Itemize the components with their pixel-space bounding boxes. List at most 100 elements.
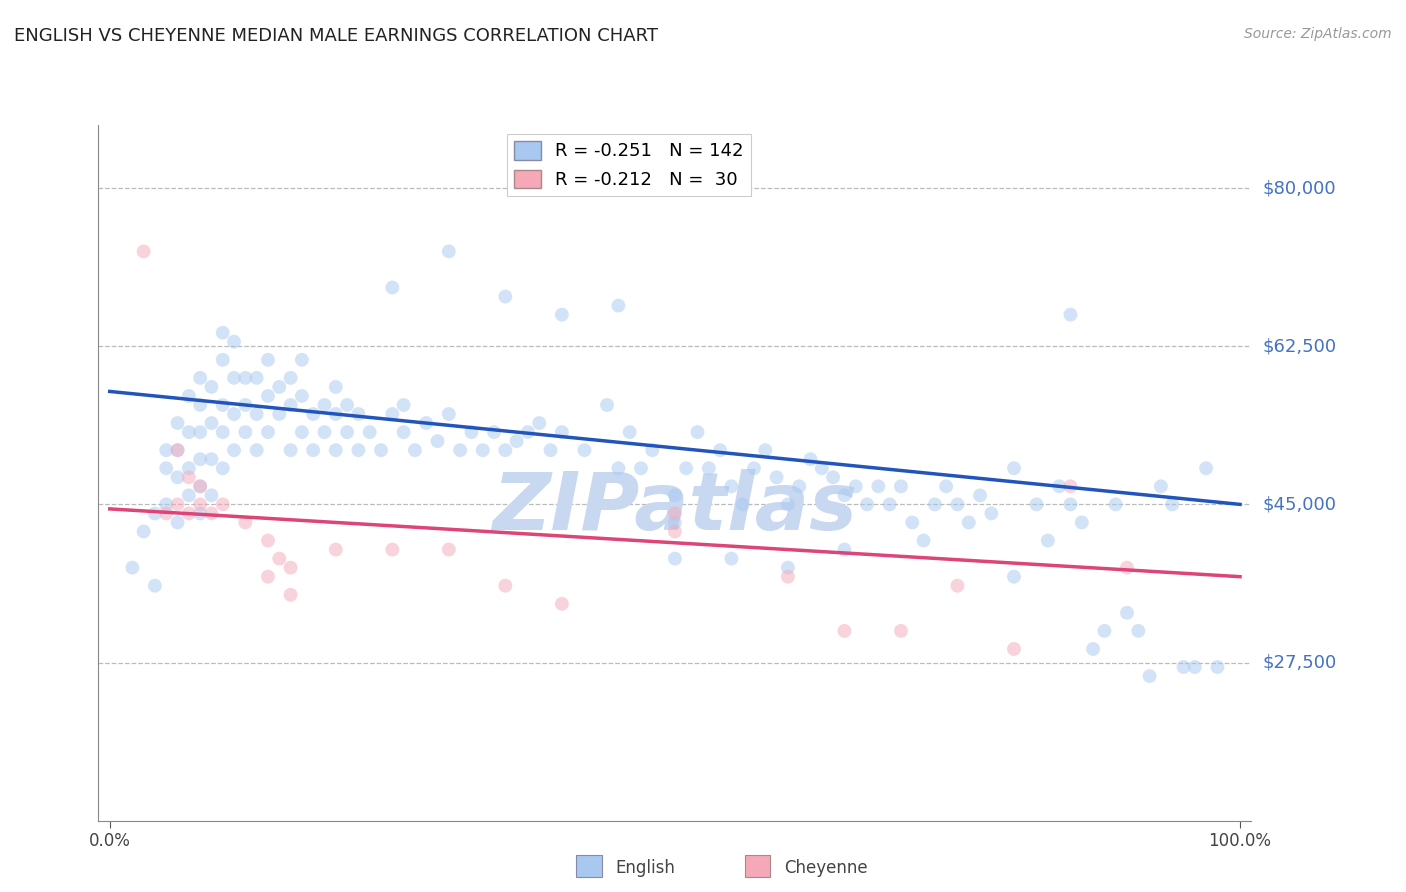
Text: $80,000: $80,000 bbox=[1263, 179, 1336, 197]
Point bbox=[347, 407, 370, 421]
Point bbox=[551, 308, 574, 322]
Point bbox=[630, 461, 652, 475]
Point bbox=[664, 551, 686, 566]
Point bbox=[143, 507, 166, 521]
Point bbox=[619, 425, 641, 439]
Point bbox=[143, 579, 166, 593]
Point bbox=[551, 597, 574, 611]
Point bbox=[1092, 624, 1115, 638]
Text: $27,500: $27,500 bbox=[1263, 654, 1337, 672]
Point bbox=[619, 172, 641, 186]
Point bbox=[188, 479, 211, 493]
Point bbox=[731, 497, 754, 511]
Point bbox=[1139, 669, 1161, 683]
Point bbox=[246, 371, 269, 385]
Point bbox=[1081, 642, 1104, 657]
Point bbox=[200, 416, 222, 430]
Point bbox=[325, 380, 347, 394]
Legend: R = -0.251   N = 142, R = -0.212   N =  30: R = -0.251 N = 142, R = -0.212 N = 30 bbox=[506, 134, 751, 196]
Point bbox=[834, 542, 856, 557]
Point bbox=[1025, 497, 1047, 511]
Point bbox=[482, 425, 505, 439]
Point bbox=[188, 425, 211, 439]
Point bbox=[799, 452, 821, 467]
Point bbox=[257, 425, 280, 439]
Point bbox=[166, 416, 188, 430]
Point bbox=[280, 588, 302, 602]
Text: $62,500: $62,500 bbox=[1263, 337, 1337, 355]
Point bbox=[222, 443, 245, 458]
Text: ZIPatlas: ZIPatlas bbox=[492, 468, 858, 547]
Point bbox=[776, 569, 799, 583]
Point bbox=[166, 516, 188, 530]
Point bbox=[222, 407, 245, 421]
Point bbox=[269, 380, 291, 394]
Point bbox=[188, 479, 211, 493]
Point bbox=[415, 416, 437, 430]
Point bbox=[188, 371, 211, 385]
Point bbox=[188, 497, 211, 511]
Point bbox=[664, 516, 686, 530]
Point bbox=[720, 479, 742, 493]
Point bbox=[200, 507, 222, 521]
Point bbox=[823, 470, 845, 484]
Point bbox=[246, 407, 269, 421]
Point bbox=[811, 461, 834, 475]
Point bbox=[166, 443, 188, 458]
Point bbox=[709, 443, 731, 458]
Point bbox=[1184, 660, 1206, 674]
Point bbox=[177, 425, 200, 439]
Point bbox=[494, 443, 516, 458]
Point bbox=[449, 443, 471, 458]
Point bbox=[437, 244, 460, 259]
Point bbox=[901, 516, 924, 530]
Point bbox=[177, 470, 200, 484]
Point bbox=[1116, 560, 1139, 574]
Point bbox=[188, 398, 211, 412]
Point bbox=[1002, 569, 1025, 583]
Point bbox=[166, 497, 188, 511]
Point bbox=[235, 398, 257, 412]
Point bbox=[392, 398, 415, 412]
Point bbox=[1195, 461, 1218, 475]
Text: ENGLISH VS CHEYENNE MEDIAN MALE EARNINGS CORRELATION CHART: ENGLISH VS CHEYENNE MEDIAN MALE EARNINGS… bbox=[14, 27, 658, 45]
Point bbox=[460, 425, 482, 439]
Point bbox=[494, 289, 516, 303]
Point bbox=[211, 497, 233, 511]
Point bbox=[132, 244, 155, 259]
Point bbox=[200, 452, 222, 467]
Point bbox=[969, 488, 991, 502]
Point bbox=[359, 425, 381, 439]
Point bbox=[211, 425, 233, 439]
Point bbox=[776, 560, 799, 574]
Point bbox=[370, 443, 392, 458]
Point bbox=[246, 443, 269, 458]
Point bbox=[302, 407, 325, 421]
Point bbox=[720, 551, 742, 566]
Point bbox=[155, 507, 177, 521]
Point bbox=[155, 461, 177, 475]
Point bbox=[166, 470, 188, 484]
Text: $45,000: $45,000 bbox=[1263, 495, 1337, 514]
Point bbox=[211, 461, 233, 475]
Point bbox=[890, 479, 912, 493]
Point bbox=[177, 488, 200, 502]
Text: Source: ZipAtlas.com: Source: ZipAtlas.com bbox=[1244, 27, 1392, 41]
Point bbox=[1116, 606, 1139, 620]
Point bbox=[607, 461, 630, 475]
Point bbox=[257, 352, 280, 367]
Point bbox=[686, 425, 709, 439]
Point bbox=[574, 443, 596, 458]
Point bbox=[426, 434, 449, 449]
Point bbox=[211, 352, 233, 367]
Point bbox=[551, 425, 574, 439]
Point bbox=[924, 497, 946, 511]
Point bbox=[188, 507, 211, 521]
Point bbox=[269, 407, 291, 421]
Point bbox=[834, 488, 856, 502]
Point bbox=[1059, 479, 1081, 493]
Point bbox=[697, 461, 720, 475]
Point bbox=[132, 524, 155, 539]
Point bbox=[257, 569, 280, 583]
Point bbox=[336, 398, 359, 412]
